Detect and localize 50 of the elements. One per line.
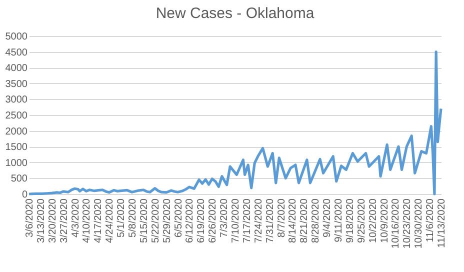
x-tick-label: 3/13/2020 [36, 198, 47, 243]
y-tick-label: 0 [22, 190, 28, 200]
y-tick-label: 2500 [5, 110, 28, 122]
x-tick-label: 7/24/2020 [253, 198, 264, 243]
x-tick-label: 5/22/2020 [150, 198, 162, 243]
x-tick-label: 6/5/2020 [173, 198, 184, 238]
x-tick-label: 8/7/2020 [276, 198, 288, 238]
x-tick-label: 10/16/2020 [390, 198, 402, 249]
x-tick-label: 4/17/2020 [93, 198, 104, 243]
x-tick-label: 5/8/2020 [128, 198, 138, 238]
y-tick-label: 1000 [5, 158, 28, 169]
y-tick-label: 4000 [5, 63, 28, 74]
y-tick-label: 1500 [5, 142, 28, 154]
x-tick-label: 9/11/2020 [334, 198, 344, 242]
x-tick-label: 7/31/2020 [264, 198, 276, 243]
x-tick-label: 10/30/2020 [414, 198, 425, 249]
x-tick-label: 6/12/2020 [184, 198, 196, 243]
y-tick-label: 500 [10, 174, 28, 185]
x-tick-label: 4/10/2020 [82, 198, 93, 243]
x-tick-label: 6/26/2020 [208, 198, 219, 243]
x-tick-label: 5/29/2020 [162, 198, 173, 243]
chart-title: New Cases - Oklahoma [156, 5, 315, 22]
y-tick-label: 3500 [5, 78, 28, 90]
x-tick-label: 11/6/2020 [425, 198, 436, 242]
x-tick-label: 9/25/2020 [356, 198, 368, 243]
x-tick-label: 10/23/2020 [402, 198, 414, 249]
x-tick-label: 7/10/2020 [230, 198, 242, 243]
y-tick-label: 3000 [5, 94, 28, 106]
x-tick-label: 4/24/2020 [104, 198, 116, 243]
x-tick-label: 5/15/2020 [138, 198, 150, 243]
x-tick-label: 6/19/2020 [196, 198, 208, 243]
x-tick-label: 3/27/2020 [58, 198, 70, 243]
x-tick-label: 9/4/2020 [322, 198, 334, 238]
y-tick-label: 4500 [5, 47, 28, 58]
x-tick-label: 8/14/2020 [288, 198, 299, 243]
x-tick-label: 7/17/2020 [242, 198, 253, 243]
x-tick-label: 7/3/2020 [219, 198, 230, 238]
x-tick-label: 3/6/2020 [24, 198, 36, 238]
x-tick-label: 4/3/2020 [70, 198, 82, 238]
line-series [28, 50, 442, 196]
y-tick-label: 5000 [5, 32, 28, 42]
x-tick-label: 10/2/2020 [368, 198, 379, 243]
x-tick-label: 5/1/2020 [116, 198, 128, 238]
x-tick-label: 3/20/2020 [47, 198, 58, 243]
y-tick-label: 2000 [5, 126, 28, 138]
x-tick-label: 8/28/2020 [310, 198, 322, 243]
x-tick-label: 9/18/2020 [344, 198, 356, 243]
x-tick-label: 10/9/2020 [379, 198, 390, 243]
x-tick-label: 11/13/2020 [436, 198, 448, 248]
x-tick-label: 8/21/2020 [299, 198, 310, 243]
